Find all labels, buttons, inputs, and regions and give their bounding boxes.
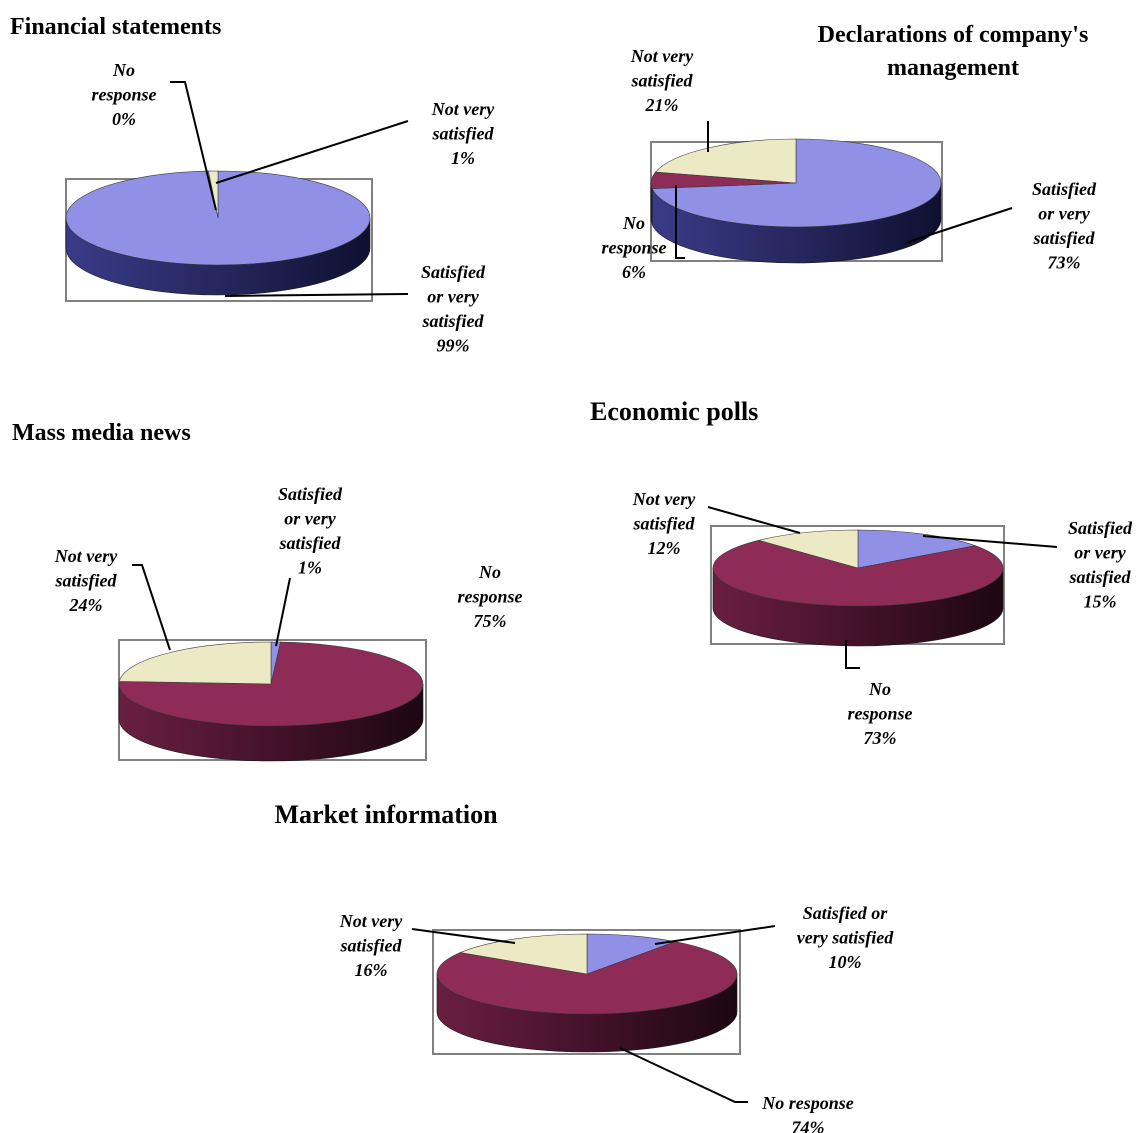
data-label-no_response: No response 75% <box>457 562 522 631</box>
slice-no_response <box>436 941 738 1015</box>
data-label-not_very: Not very satisfied 12% <box>632 489 696 558</box>
data-label-no_response: No response 6% <box>601 213 666 282</box>
leader-line-not_very <box>215 120 409 184</box>
pie-top <box>650 138 942 228</box>
pie-top <box>712 529 1004 607</box>
data-label-not_very: Not very satisfied 24% <box>54 546 118 615</box>
pie-chart-economic-polls: Economic polls Satisfied or very satisfied 1… <box>590 397 1133 748</box>
pie-chart-market-information: Market information Satisfied or very satis… <box>274 800 894 1133</box>
leader-line-not_very <box>411 928 516 944</box>
slice-no_response <box>712 539 1004 607</box>
plot-frame <box>432 929 741 1055</box>
data-label-no_response: No response 73% <box>847 679 912 748</box>
data-label-not_very: Not very satisfied 1% <box>431 99 495 168</box>
data-label-not_very: Not very satisfied 16% <box>339 911 403 980</box>
pie-chart-financial-statements: Financial statements Satisfied or very sati… <box>10 14 495 356</box>
pie-top <box>118 641 424 727</box>
leader-line-not_very <box>132 564 171 651</box>
slice-not_very <box>118 641 272 685</box>
data-label-satisfied: Satisfied or very satisfied 10% <box>797 903 894 972</box>
data-label-no_response: No response 74% <box>761 1093 854 1133</box>
leader-line-satisfied <box>275 577 291 647</box>
data-label-satisfied: Satisfied or very satisfied 15% <box>1068 518 1133 612</box>
leader-line-no_response <box>845 640 860 669</box>
data-label-satisfied: Satisfied or very satisfied 99% <box>421 262 486 356</box>
chart-title: Mass media news <box>12 420 191 446</box>
pie-chart-declarations-of-company-s-management: Declarations of company's management Satis… <box>601 22 1097 282</box>
data-label-not_very: Not very satisfied 21% <box>630 46 694 115</box>
slice-satisfied <box>857 529 977 569</box>
pie-chart-mass-media-news: Mass media news Satisfied or very satisfied… <box>12 420 523 762</box>
leader-line-satisfied <box>904 207 1013 244</box>
data-label-satisfied: Satisfied or very satisfied 1% <box>278 484 343 578</box>
slice-satisfied <box>651 138 942 228</box>
chart-title: Declarations of company's management <box>818 22 1089 81</box>
data-label-no_response: No response 0% <box>91 60 156 129</box>
slice-not_very <box>757 529 859 569</box>
pie-top <box>436 933 738 1015</box>
leader-line-satisfied <box>922 535 1058 548</box>
chart-title: Economic polls <box>590 397 758 426</box>
pie-top <box>65 170 371 266</box>
chart-title: Financial statements <box>10 14 221 40</box>
chart-title: Market information <box>274 800 498 829</box>
leader-line-no_response <box>619 1047 748 1103</box>
slice-side-no_response <box>650 182 653 225</box>
data-label-satisfied: Satisfied or very satisfied 73% <box>1032 179 1097 273</box>
leader-line-no_response <box>170 81 217 211</box>
leader-line-satisfied <box>654 925 776 945</box>
leader-line-satisfied <box>224 293 409 297</box>
leader-line-no_response <box>675 185 685 259</box>
slice-not_very <box>459 933 588 975</box>
leader-line-not_very <box>707 506 801 534</box>
